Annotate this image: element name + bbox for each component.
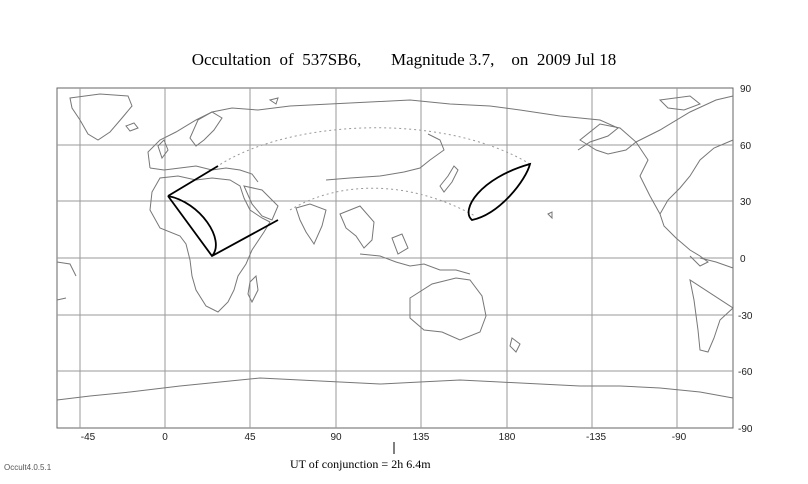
- path-curve: [167, 195, 217, 257]
- coastlines: [56, 93, 734, 401]
- ground-track: [211, 127, 531, 217]
- longitude-label: 135: [413, 432, 430, 443]
- latitude-label: 30: [740, 197, 752, 208]
- longitude-label: -90: [672, 432, 687, 443]
- southern-track: [289, 187, 476, 217]
- conjunction-label: UT of conjunction = 2h 6.4m: [290, 457, 431, 471]
- longitude-label: -135: [586, 432, 606, 443]
- latitude-labels: 90 60 30 0 -30 -60 -90: [738, 84, 753, 435]
- latitude-label: -90: [738, 424, 753, 435]
- latitude-label: 60: [740, 141, 752, 152]
- longitude-label: 0: [162, 432, 168, 443]
- latitude-label: -60: [738, 367, 753, 378]
- path-south-limit: [167, 195, 279, 258]
- longitude-labels: -45 0 45 90 135 180 -135 -90: [81, 432, 687, 443]
- longitude-label: -45: [81, 432, 96, 443]
- latitude-label: 90: [740, 84, 752, 95]
- version-label: Occult4.0.5.1: [4, 463, 52, 472]
- longitude-label: 180: [499, 432, 516, 443]
- path-north-limit: [167, 165, 219, 197]
- occultation-paths: [167, 162, 532, 258]
- latitude-grid: [57, 144, 733, 372]
- latitude-label: 0: [740, 254, 746, 265]
- path-pacific-loop: [467, 162, 532, 221]
- map-title: Occultation of 537SB6, Magnitude 3.7, on…: [191, 50, 617, 69]
- northern-track: [211, 127, 531, 171]
- longitude-label: 90: [330, 432, 342, 443]
- longitude-label: 45: [244, 432, 256, 443]
- latitude-label: -30: [738, 311, 753, 322]
